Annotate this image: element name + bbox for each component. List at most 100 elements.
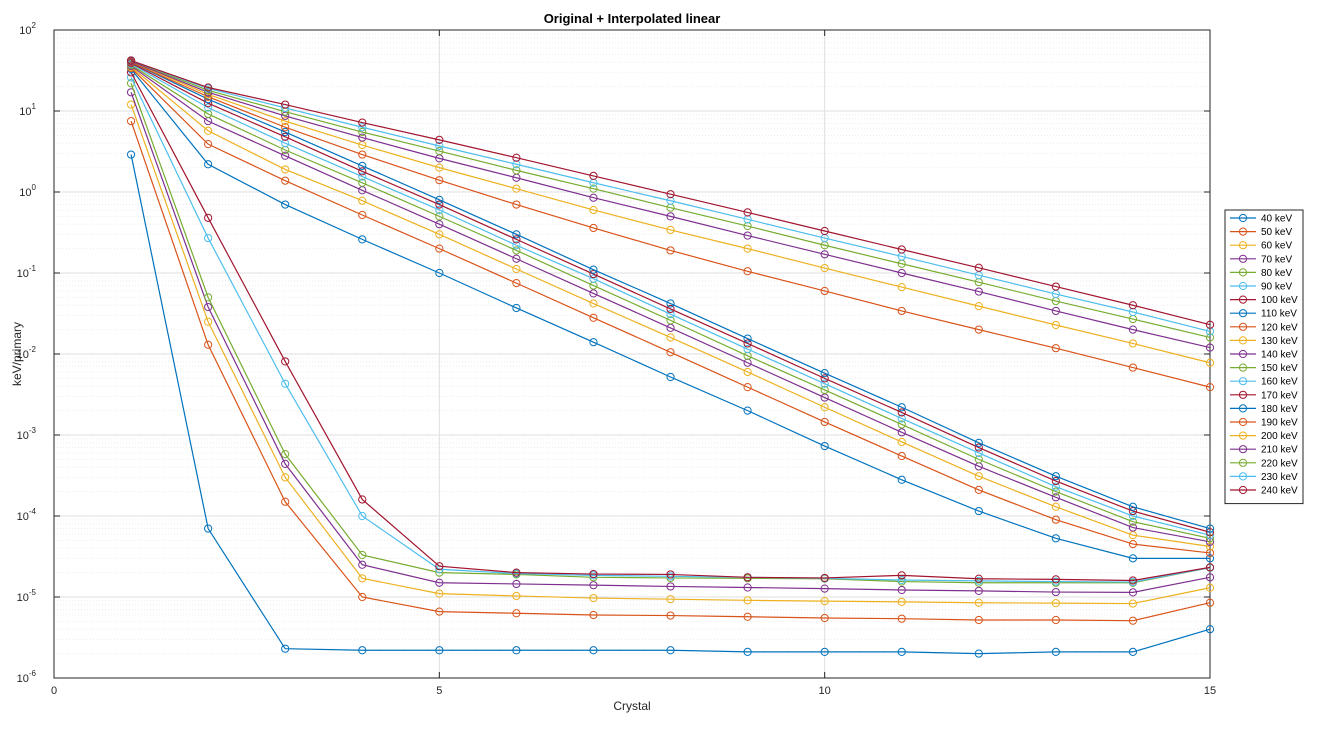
legend-item: 50 keV <box>1230 227 1292 238</box>
data-point <box>897 282 906 292</box>
data-point <box>512 246 521 255</box>
legend-item: 90 keV <box>1230 282 1292 293</box>
data-point <box>666 595 675 604</box>
legend-item: 70 keV <box>1230 254 1292 265</box>
series-50-kev <box>126 117 1215 625</box>
data-point <box>512 579 521 589</box>
data-point <box>512 166 521 175</box>
data-point <box>435 220 444 229</box>
data-point <box>512 279 521 288</box>
data-point <box>281 379 290 388</box>
series-line <box>130 104 1211 605</box>
y-tick-exponent: -4 <box>29 507 37 516</box>
data-point <box>435 195 444 204</box>
legend-item: 190 keV <box>1230 418 1298 429</box>
data-point <box>126 100 136 109</box>
data-point <box>666 348 675 357</box>
legend-marker <box>1238 363 1248 372</box>
data-point <box>589 171 598 181</box>
data-point <box>435 562 444 571</box>
data-point <box>743 208 752 217</box>
series-200-kev <box>126 57 1215 367</box>
data-point <box>743 367 752 377</box>
data-point <box>204 83 213 92</box>
data-point <box>666 190 675 199</box>
data-point <box>1205 542 1215 551</box>
data-point <box>1051 615 1060 625</box>
data-point <box>589 269 598 279</box>
data-point <box>820 584 829 593</box>
data-point <box>435 212 444 221</box>
legend-label: 240 keV <box>1261 486 1298 497</box>
y-axis-label: keV/primary <box>10 322 24 386</box>
legend-label: 190 keV <box>1261 418 1298 429</box>
data-point <box>743 383 752 392</box>
data-point <box>204 317 213 326</box>
data-point <box>1128 616 1138 625</box>
data-point <box>1205 333 1215 342</box>
data-point <box>1128 363 1138 372</box>
series-line <box>130 59 1211 326</box>
data-point <box>358 210 367 220</box>
data-point <box>358 172 367 181</box>
data-point <box>666 582 675 591</box>
data-point <box>820 596 829 606</box>
series-100-kev <box>126 68 1215 585</box>
data-point <box>435 141 444 151</box>
data-point <box>358 560 367 569</box>
data-point <box>820 374 829 383</box>
data-point <box>589 184 598 193</box>
grid <box>53 29 1211 679</box>
data-point <box>897 245 906 254</box>
data-point <box>589 581 598 590</box>
data-point <box>512 184 521 193</box>
data-point <box>435 607 444 616</box>
data-point <box>1128 576 1138 585</box>
series-line <box>130 64 1211 539</box>
series-line <box>130 60 1211 364</box>
data-point <box>204 340 213 349</box>
data-point <box>358 167 367 176</box>
data-point <box>1205 625 1215 634</box>
series-line <box>130 67 1211 554</box>
series-line <box>130 59 1211 333</box>
data-point <box>435 163 444 172</box>
series-210-kev <box>126 57 1215 352</box>
data-point <box>974 649 983 658</box>
data-point <box>1128 301 1138 310</box>
data-point <box>358 511 367 521</box>
data-point <box>281 117 290 126</box>
legend-label: 150 keV <box>1261 363 1298 374</box>
data-point <box>1205 524 1215 533</box>
data-point <box>1051 515 1060 524</box>
series-line <box>130 66 1211 548</box>
x-tick-label: 5 <box>436 685 442 697</box>
legend-item: 120 keV <box>1230 322 1298 333</box>
data-point <box>974 448 983 458</box>
data-point <box>204 293 213 302</box>
data-point <box>743 596 752 605</box>
data-point <box>1051 320 1060 330</box>
data-point <box>512 160 521 169</box>
data-point <box>820 385 829 395</box>
data-point <box>1128 539 1138 549</box>
y-tick-label: 100 <box>19 183 36 199</box>
legend: 40 keV 50 keV 60 keV 70 keV 80 keV 90 keV 100 … <box>1224 209 1304 505</box>
data-point <box>1051 344 1060 353</box>
legend-marker <box>1238 485 1248 495</box>
y-tick-label: 10-4 <box>17 507 37 523</box>
data-point <box>281 450 290 459</box>
data-point <box>897 268 906 278</box>
y-tick-label: 10-3 <box>17 426 37 442</box>
legend-label: 160 keV <box>1261 377 1298 388</box>
data-point <box>589 313 598 322</box>
legend-label: 50 keV <box>1261 227 1292 238</box>
data-point <box>204 140 213 149</box>
data-point <box>358 235 367 244</box>
data-point <box>1051 599 1060 608</box>
data-point <box>435 176 444 185</box>
data-point <box>358 118 367 127</box>
data-point <box>743 573 752 582</box>
data-point <box>281 132 290 141</box>
data-point <box>666 316 675 325</box>
